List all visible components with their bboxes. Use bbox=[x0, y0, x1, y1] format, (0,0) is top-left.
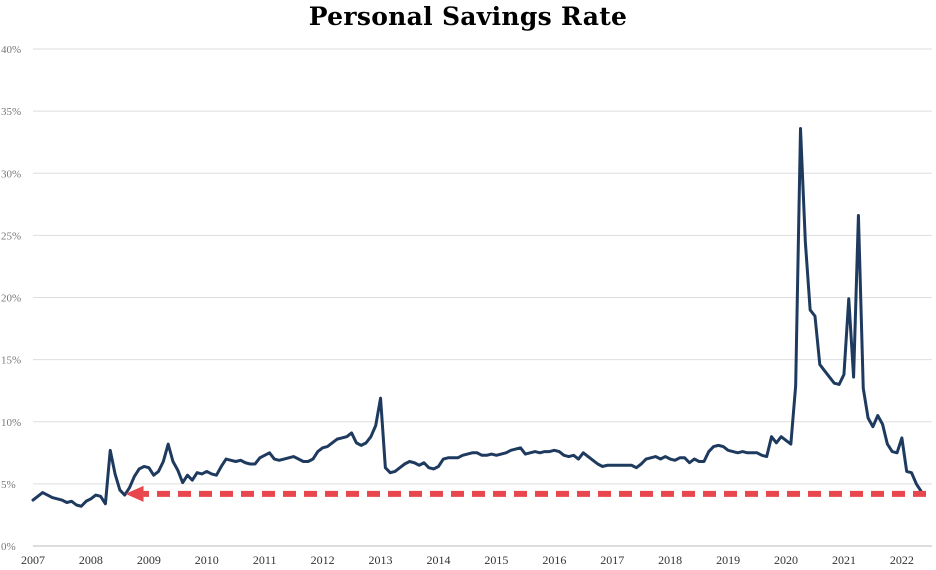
x-tick-label: 2013 bbox=[369, 553, 393, 567]
y-tick-label: 40% bbox=[1, 44, 21, 56]
y-tick-label: 25% bbox=[1, 230, 21, 242]
x-tick-label: 2020 bbox=[774, 553, 798, 567]
x-tick-label: 2007 bbox=[21, 553, 45, 567]
x-tick-label: 2009 bbox=[137, 553, 161, 567]
x-tick-label: 2018 bbox=[658, 553, 682, 567]
x-tick-label: 2016 bbox=[542, 553, 566, 567]
series-line-0 bbox=[31, 127, 923, 508]
x-tick-label: 2010 bbox=[195, 553, 219, 567]
y-tick-label: 0% bbox=[1, 541, 16, 553]
chart-title: Personal Savings Rate bbox=[308, 2, 628, 31]
x-tick-label: 2014 bbox=[426, 553, 450, 567]
y-tick-label: 30% bbox=[1, 168, 21, 180]
gridlines bbox=[33, 48, 932, 547]
x-tick-label: 2008 bbox=[79, 553, 103, 567]
x-tick-label: 2012 bbox=[311, 553, 335, 567]
y-tick-label: 20% bbox=[1, 293, 21, 305]
y-tick-label: 5% bbox=[1, 479, 16, 491]
x-tick-label: 2021 bbox=[832, 553, 856, 567]
y-tick-label: 10% bbox=[1, 417, 21, 429]
x-tick-label: 2011 bbox=[253, 553, 277, 567]
y-tick-label: 35% bbox=[1, 106, 21, 118]
y-axis-ticks: 0% 5% 10% 15% 20% 25% 30% 35% 40% bbox=[1, 44, 21, 553]
series-layer bbox=[31, 127, 923, 508]
red-arrowhead bbox=[125, 485, 144, 502]
y-tick-label: 15% bbox=[1, 355, 21, 367]
x-tick-label: 2017 bbox=[600, 553, 624, 567]
x-tick-label: 2019 bbox=[716, 553, 740, 567]
x-tick-label: 2015 bbox=[484, 553, 508, 567]
annotation-layer bbox=[125, 485, 926, 502]
x-tick-label: 2022 bbox=[890, 553, 914, 567]
x-axis-ticks: 2007 2008 2009 2010 2011 2012 2013 2014 2015 2016… bbox=[21, 553, 914, 567]
